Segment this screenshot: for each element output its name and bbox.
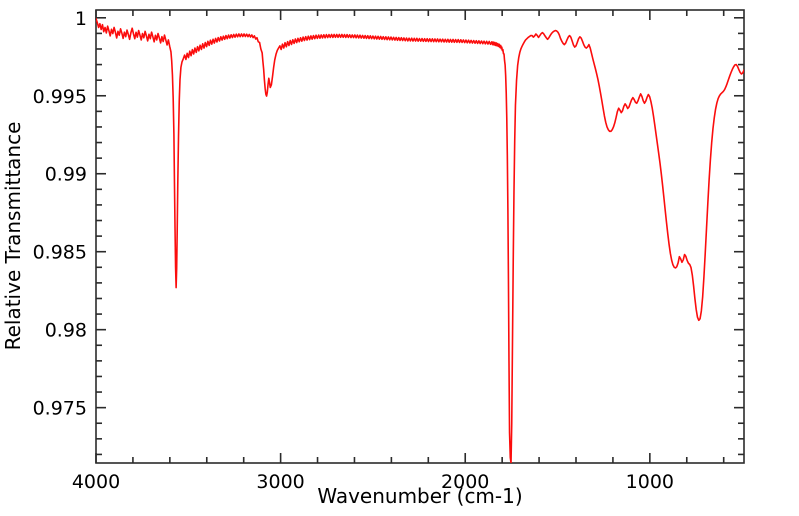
x-axis-title: Wavenumber (cm-1) (317, 484, 522, 508)
x-axis-tick-labels: 4000 3000 2000 1000 (72, 471, 674, 493)
plot-frame (95, 9, 745, 464)
y-tick-label: 1 (75, 8, 87, 30)
x-tick-label: 3000 (256, 471, 304, 493)
y-tick-label: 0.985 (33, 242, 87, 264)
y-tick-label: 0.995 (33, 86, 87, 108)
series-line-0 (96, 17, 744, 463)
data-series-group (96, 17, 744, 463)
y-tick-label: 0.98 (45, 320, 87, 342)
y-axis-ticks (96, 16, 744, 456)
x-tick-label: 2000 (441, 471, 489, 493)
y-axis-title: Relative Transmittance (1, 122, 25, 351)
x-tick-label: 1000 (626, 471, 674, 493)
y-tick-label: 0.99 (45, 164, 87, 186)
x-tick-label: 4000 (72, 471, 120, 493)
y-tick-label: 0.975 (33, 398, 87, 420)
y-axis-tick-labels: 1 0.995 0.99 0.985 0.98 0.975 (33, 8, 87, 420)
